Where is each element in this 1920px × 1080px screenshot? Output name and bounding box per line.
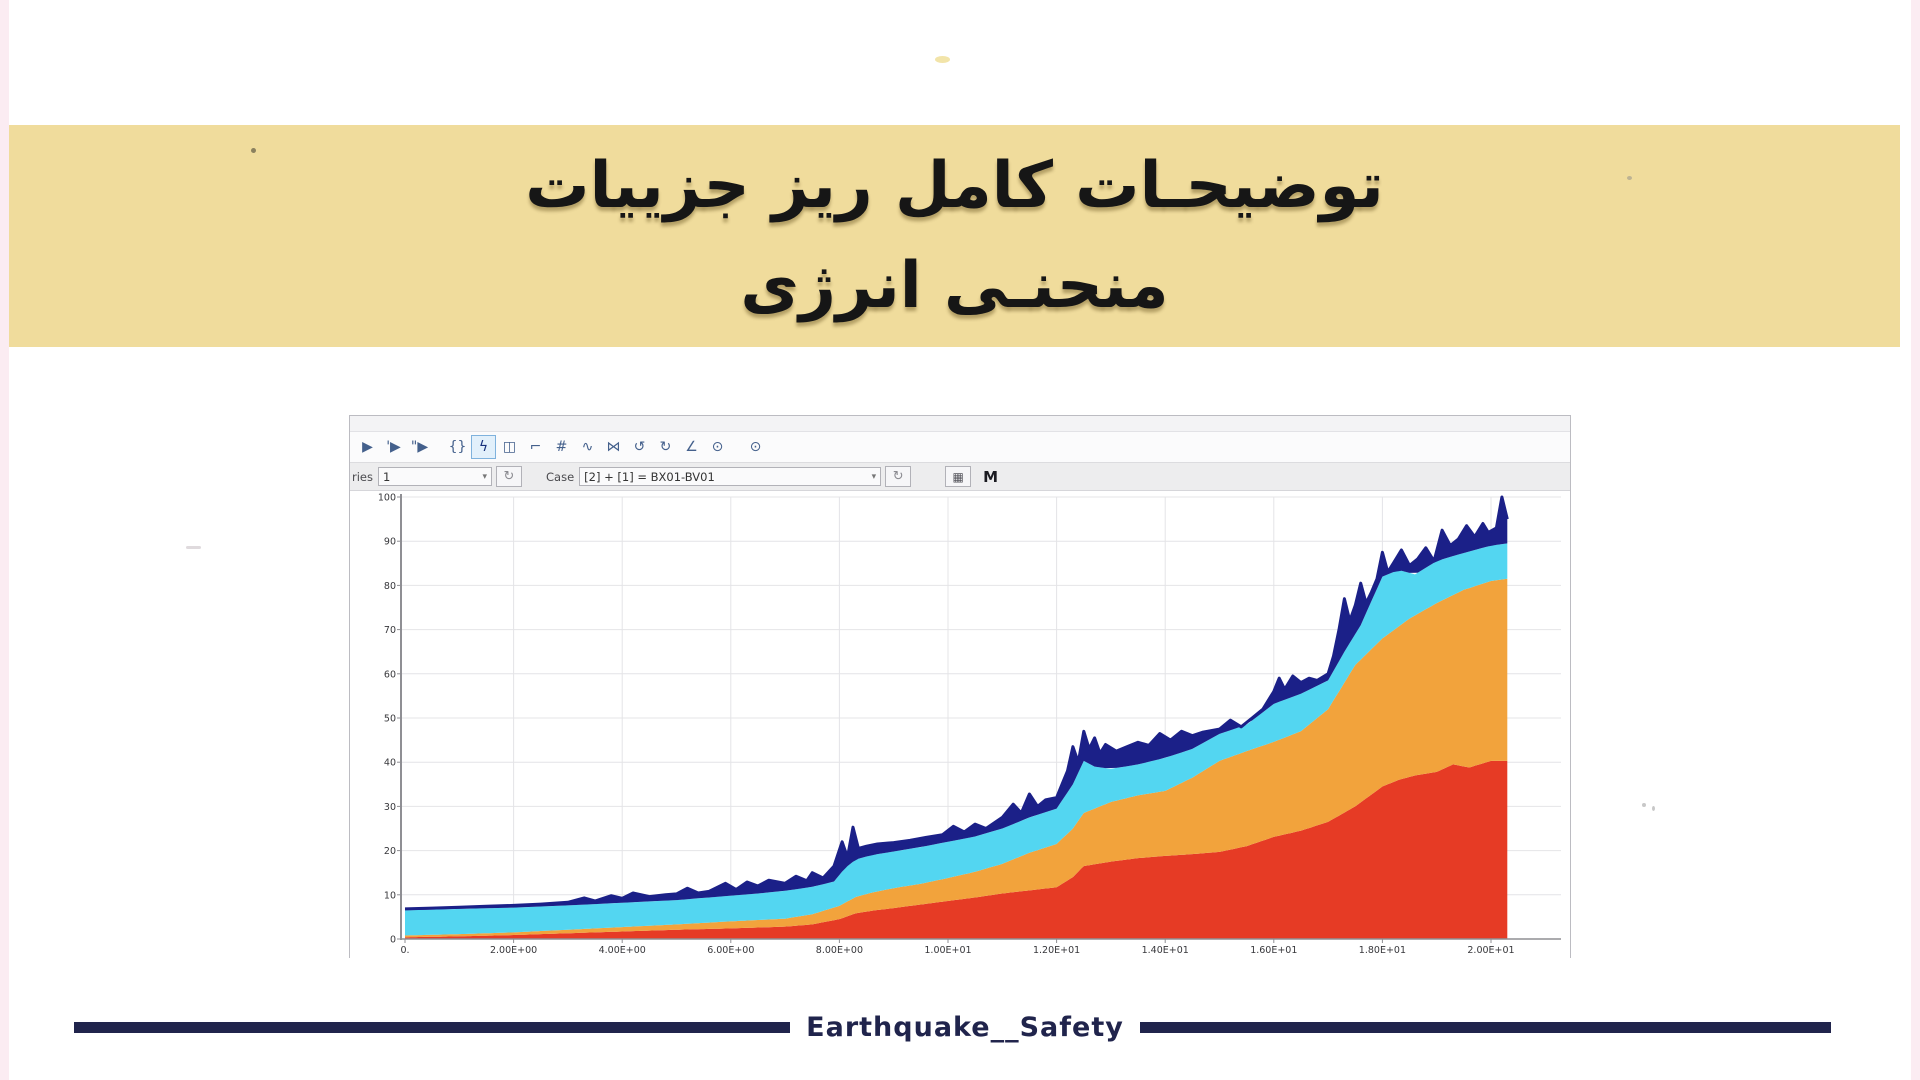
left-edge-strip <box>0 0 9 1080</box>
series-label: ries <box>352 469 373 484</box>
refresh-icon: ↻ <box>892 469 904 484</box>
artifact-dot <box>1642 803 1646 807</box>
series-select[interactable]: 1 ▾ <box>378 467 492 486</box>
right-edge-strip <box>1911 0 1920 1080</box>
title-line-2: منحنـی انرژی <box>740 249 1169 323</box>
svg-text:70: 70 <box>384 625 396 636</box>
svg-text:100: 100 <box>378 493 396 504</box>
m-button[interactable]: M <box>983 467 999 486</box>
image-button[interactable]: ▦ <box>945 466 972 487</box>
run-step-icon[interactable]: '▶ <box>386 439 401 455</box>
building-icon[interactable]: ◫ <box>502 439 517 455</box>
control-bar: ries 1 ▾ ↻ Case [2] + [1] = BX01-BV01 ▾ … <box>350 463 1570 491</box>
title-line-1: توضیحـات کامل ریز جزییات <box>525 149 1384 223</box>
svg-text:80: 80 <box>384 581 396 592</box>
svg-text:1.60E+01: 1.60E+01 <box>1250 945 1297 956</box>
hook-icon[interactable]: ⌐ <box>529 439 542 455</box>
cyan-area <box>405 543 1508 936</box>
case-label: Case <box>546 469 575 484</box>
svg-text:1.80E+01: 1.80E+01 <box>1359 945 1406 956</box>
timer-icon[interactable]: ⊙ <box>749 439 762 455</box>
navy-top-line <box>404 495 1509 911</box>
svg-text:0: 0 <box>390 935 396 946</box>
toolbar-separator <box>433 435 444 459</box>
svg-text:30: 30 <box>384 802 396 813</box>
toolbar: ▶ '▶ "▶ {} ϟ ◫ ⌐ # ∿ ⋈ ↺ ↻ ∠ ⊙ ⊙ <box>350 432 1570 463</box>
case-select-value: [2] + [1] = BX01-BV01 <box>584 469 715 484</box>
series-refresh-button[interactable]: ↻ <box>496 466 522 487</box>
svg-text:4.00E+00: 4.00E+00 <box>599 945 646 956</box>
svg-text:1.00E+01: 1.00E+01 <box>924 945 971 956</box>
orange-area <box>405 578 1508 938</box>
rotate-ccw-icon[interactable]: ↺ <box>633 439 646 455</box>
svg-text:2.00E+01: 2.00E+01 <box>1467 945 1514 956</box>
svg-text:1.20E+01: 1.20E+01 <box>1033 945 1080 956</box>
run-step-2-icon[interactable]: "▶ <box>410 439 429 455</box>
case-select[interactable]: [2] + [1] = BX01-BV01 ▾ <box>579 467 882 486</box>
footer-watermark: Earthquake__Safety <box>806 1012 1124 1043</box>
braces-icon[interactable]: {} <box>448 439 467 455</box>
svg-text:2.00E+00: 2.00E+00 <box>490 945 537 956</box>
footer-bar-left <box>74 1022 790 1033</box>
chevron-down-icon: ▾ <box>482 471 487 482</box>
case-refresh-button[interactable]: ↻ <box>885 466 912 487</box>
svg-text:40: 40 <box>384 758 396 769</box>
red-area <box>405 760 1508 939</box>
svg-text:90: 90 <box>384 537 396 548</box>
svg-text:8.00E+00: 8.00E+00 <box>816 945 863 956</box>
angle-chart-icon[interactable]: ∠ <box>685 439 698 455</box>
refresh-icon: ↻ <box>503 469 515 484</box>
footer-bar-right <box>1140 1022 1831 1033</box>
svg-text:6.00E+00: 6.00E+00 <box>707 945 754 956</box>
svg-text:10: 10 <box>384 890 396 901</box>
svg-text:1.40E+01: 1.40E+01 <box>1142 945 1189 956</box>
title-banner: توضیحـات کامل ریز جزییات منحنـی انرژی <box>9 125 1900 347</box>
artifact-dot <box>1627 176 1632 180</box>
hash-icon[interactable]: # <box>555 439 568 455</box>
svg-text:60: 60 <box>384 669 396 680</box>
artifact-dot <box>251 148 256 153</box>
artifact-dot <box>186 546 201 549</box>
svg-text:50: 50 <box>384 714 396 725</box>
energy-stacked-area-chart: 0 10 20 30 40 50 60 70 80 90 100 0. 2.00E+00 4.00E+00… <box>378 493 1561 956</box>
svg-text:20: 20 <box>384 846 396 857</box>
artifact-dot <box>935 56 950 63</box>
wave-pointer-icon[interactable]: ∿ <box>581 439 594 455</box>
toolbar-separator <box>731 435 742 459</box>
svg-text:0.: 0. <box>400 945 409 956</box>
artifact-dot <box>1652 806 1655 811</box>
series-select-value: 1 <box>383 469 391 484</box>
lightning-icon[interactable]: ϟ <box>471 435 496 459</box>
chart-area: 0 10 20 30 40 50 60 70 80 90 100 0. 2.00E+00 4.00E+00… <box>350 491 1570 962</box>
run-icon[interactable]: ▶ <box>362 439 373 455</box>
bowtie-icon[interactable]: ⋈ <box>606 439 621 455</box>
window-top-strip <box>350 416 1570 432</box>
analysis-software-window: ▶ '▶ "▶ {} ϟ ◫ ⌐ # ∿ ⋈ ↺ ↻ ∠ ⊙ ⊙ ries 1 ▾ ↻ Case [2] +… <box>349 415 1571 962</box>
chevron-down-icon: ▾ <box>871 471 877 482</box>
rotate-cw-icon[interactable]: ↻ <box>659 439 672 455</box>
clock-icon[interactable]: ⊙ <box>711 439 724 455</box>
grid-image-icon: ▦ <box>952 469 964 484</box>
